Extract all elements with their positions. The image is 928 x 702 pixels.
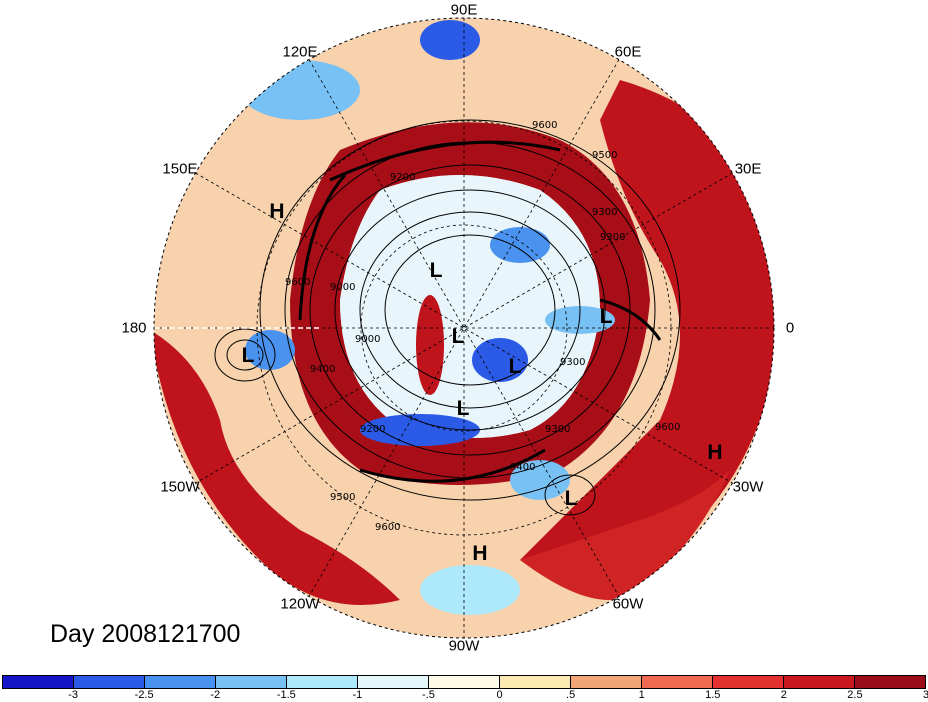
cold-anomaly-2 — [360, 414, 480, 446]
contour-label: 9600 — [375, 522, 400, 533]
pressure-center-L: L — [242, 344, 255, 367]
cold-anomaly-5 — [420, 20, 480, 60]
colorbar-segment — [3, 676, 74, 688]
cold-anomaly-9 — [545, 306, 615, 334]
colorbar-segment — [642, 676, 713, 688]
warm-anomaly-pole — [416, 295, 444, 395]
longitude-label: 90E — [450, 1, 478, 19]
contour-label: 9600 — [532, 120, 557, 131]
cold-anomaly-1 — [472, 338, 528, 382]
colorbar-segment — [287, 676, 358, 688]
warm-anomaly-pacific — [154, 330, 400, 605]
cold-anomaly-8 — [420, 565, 520, 615]
contour-label: 9600 — [655, 422, 680, 433]
colorbar-tick-label: -2 — [210, 689, 221, 701]
height-contours — [214, 119, 681, 516]
colorbar — [2, 675, 926, 689]
cold-anomaly-6 — [240, 60, 360, 120]
contour-label: 9500 — [330, 492, 355, 503]
colorbar-tick-label: .5 — [566, 689, 576, 701]
warm-anomaly-africa — [520, 470, 730, 600]
contour-label: 9300 — [592, 207, 617, 218]
colorbar-segment — [571, 676, 642, 688]
colorbar-segment — [500, 676, 571, 688]
pressure-center-H: H — [269, 200, 284, 223]
colorbar-segment — [713, 676, 784, 688]
warm-anomaly-atlantic — [520, 80, 774, 574]
longitude-label: 120E — [282, 43, 318, 61]
anomaly-field — [154, 18, 774, 638]
pressure-centers: L L L L L L L H H H — [242, 200, 723, 565]
longitude-label: 150W — [160, 478, 200, 496]
longitude-label: 90W — [448, 637, 480, 655]
contour-label: 9000 — [355, 334, 380, 345]
pressure-center-H: H — [707, 441, 722, 464]
graticule — [154, 18, 774, 638]
longitude-label: 60E — [614, 43, 642, 61]
map-border — [153, 17, 775, 639]
colorbar-segment — [429, 676, 500, 688]
colorbar-segment — [216, 676, 287, 688]
contour-labels: 9600 9500 9300 9200 9000 9400 9300 9200 … — [285, 120, 680, 533]
longitude-label: 120W — [280, 595, 320, 613]
pressure-center-L: L — [457, 397, 470, 420]
pressure-center-L: L — [565, 487, 578, 510]
longitude-label: 30W — [732, 478, 764, 496]
contour-label: 9200 — [360, 424, 385, 435]
pressure-center-L: L — [430, 259, 443, 282]
colorbar-tick-label: -.5 — [422, 689, 435, 701]
colorbar-segment — [74, 676, 145, 688]
colorbar-tick-label: 3 — [922, 689, 928, 701]
contour-label: 9400 — [310, 364, 335, 375]
pressure-center-L: L — [509, 355, 522, 378]
contour-label: 9300 — [560, 357, 585, 368]
date-label: Day 2008121700 — [50, 620, 241, 648]
contour-label: 9600 — [285, 277, 310, 288]
colorbar-tick-label: -2.5 — [134, 689, 154, 701]
longitude-label: 0 — [785, 319, 795, 337]
colorbar-tick-label: 2.5 — [847, 689, 863, 701]
colorbar-tick-label: 0 — [496, 689, 503, 701]
colorbar-tick-label: -1.5 — [276, 689, 296, 701]
contour-label: 9300 — [600, 232, 625, 243]
contour-label: 9500 — [592, 150, 617, 161]
jet-contours — [298, 140, 662, 483]
contour-label: 9300 — [545, 424, 570, 435]
longitude-label: 180 — [121, 319, 147, 337]
colorbar-tick-label: 1 — [638, 689, 645, 701]
contour-label: 9200 — [390, 172, 415, 183]
colorbar-tick-label: 2 — [780, 689, 787, 701]
colorbar-tick-label: 1.5 — [705, 689, 721, 701]
colorbar-tick-label: -1 — [352, 689, 363, 701]
cold-anomaly-3 — [490, 227, 550, 263]
pressure-center-L: L — [600, 305, 613, 328]
pressure-center-H: H — [472, 542, 487, 565]
colorbar-tick-label: -3 — [68, 689, 78, 701]
colorbar-segment — [358, 676, 429, 688]
longitude-label: 60W — [612, 595, 644, 613]
colorbar-segment — [784, 676, 855, 688]
contour-label: 9000 — [330, 282, 355, 293]
longitude-label: 30E — [734, 160, 762, 178]
colorbar-segment — [145, 676, 216, 688]
longitude-label: 150E — [162, 160, 198, 178]
colorbar-segment — [855, 676, 925, 688]
contour-label: 9400 — [510, 462, 535, 473]
pressure-center-L: L — [452, 325, 465, 348]
